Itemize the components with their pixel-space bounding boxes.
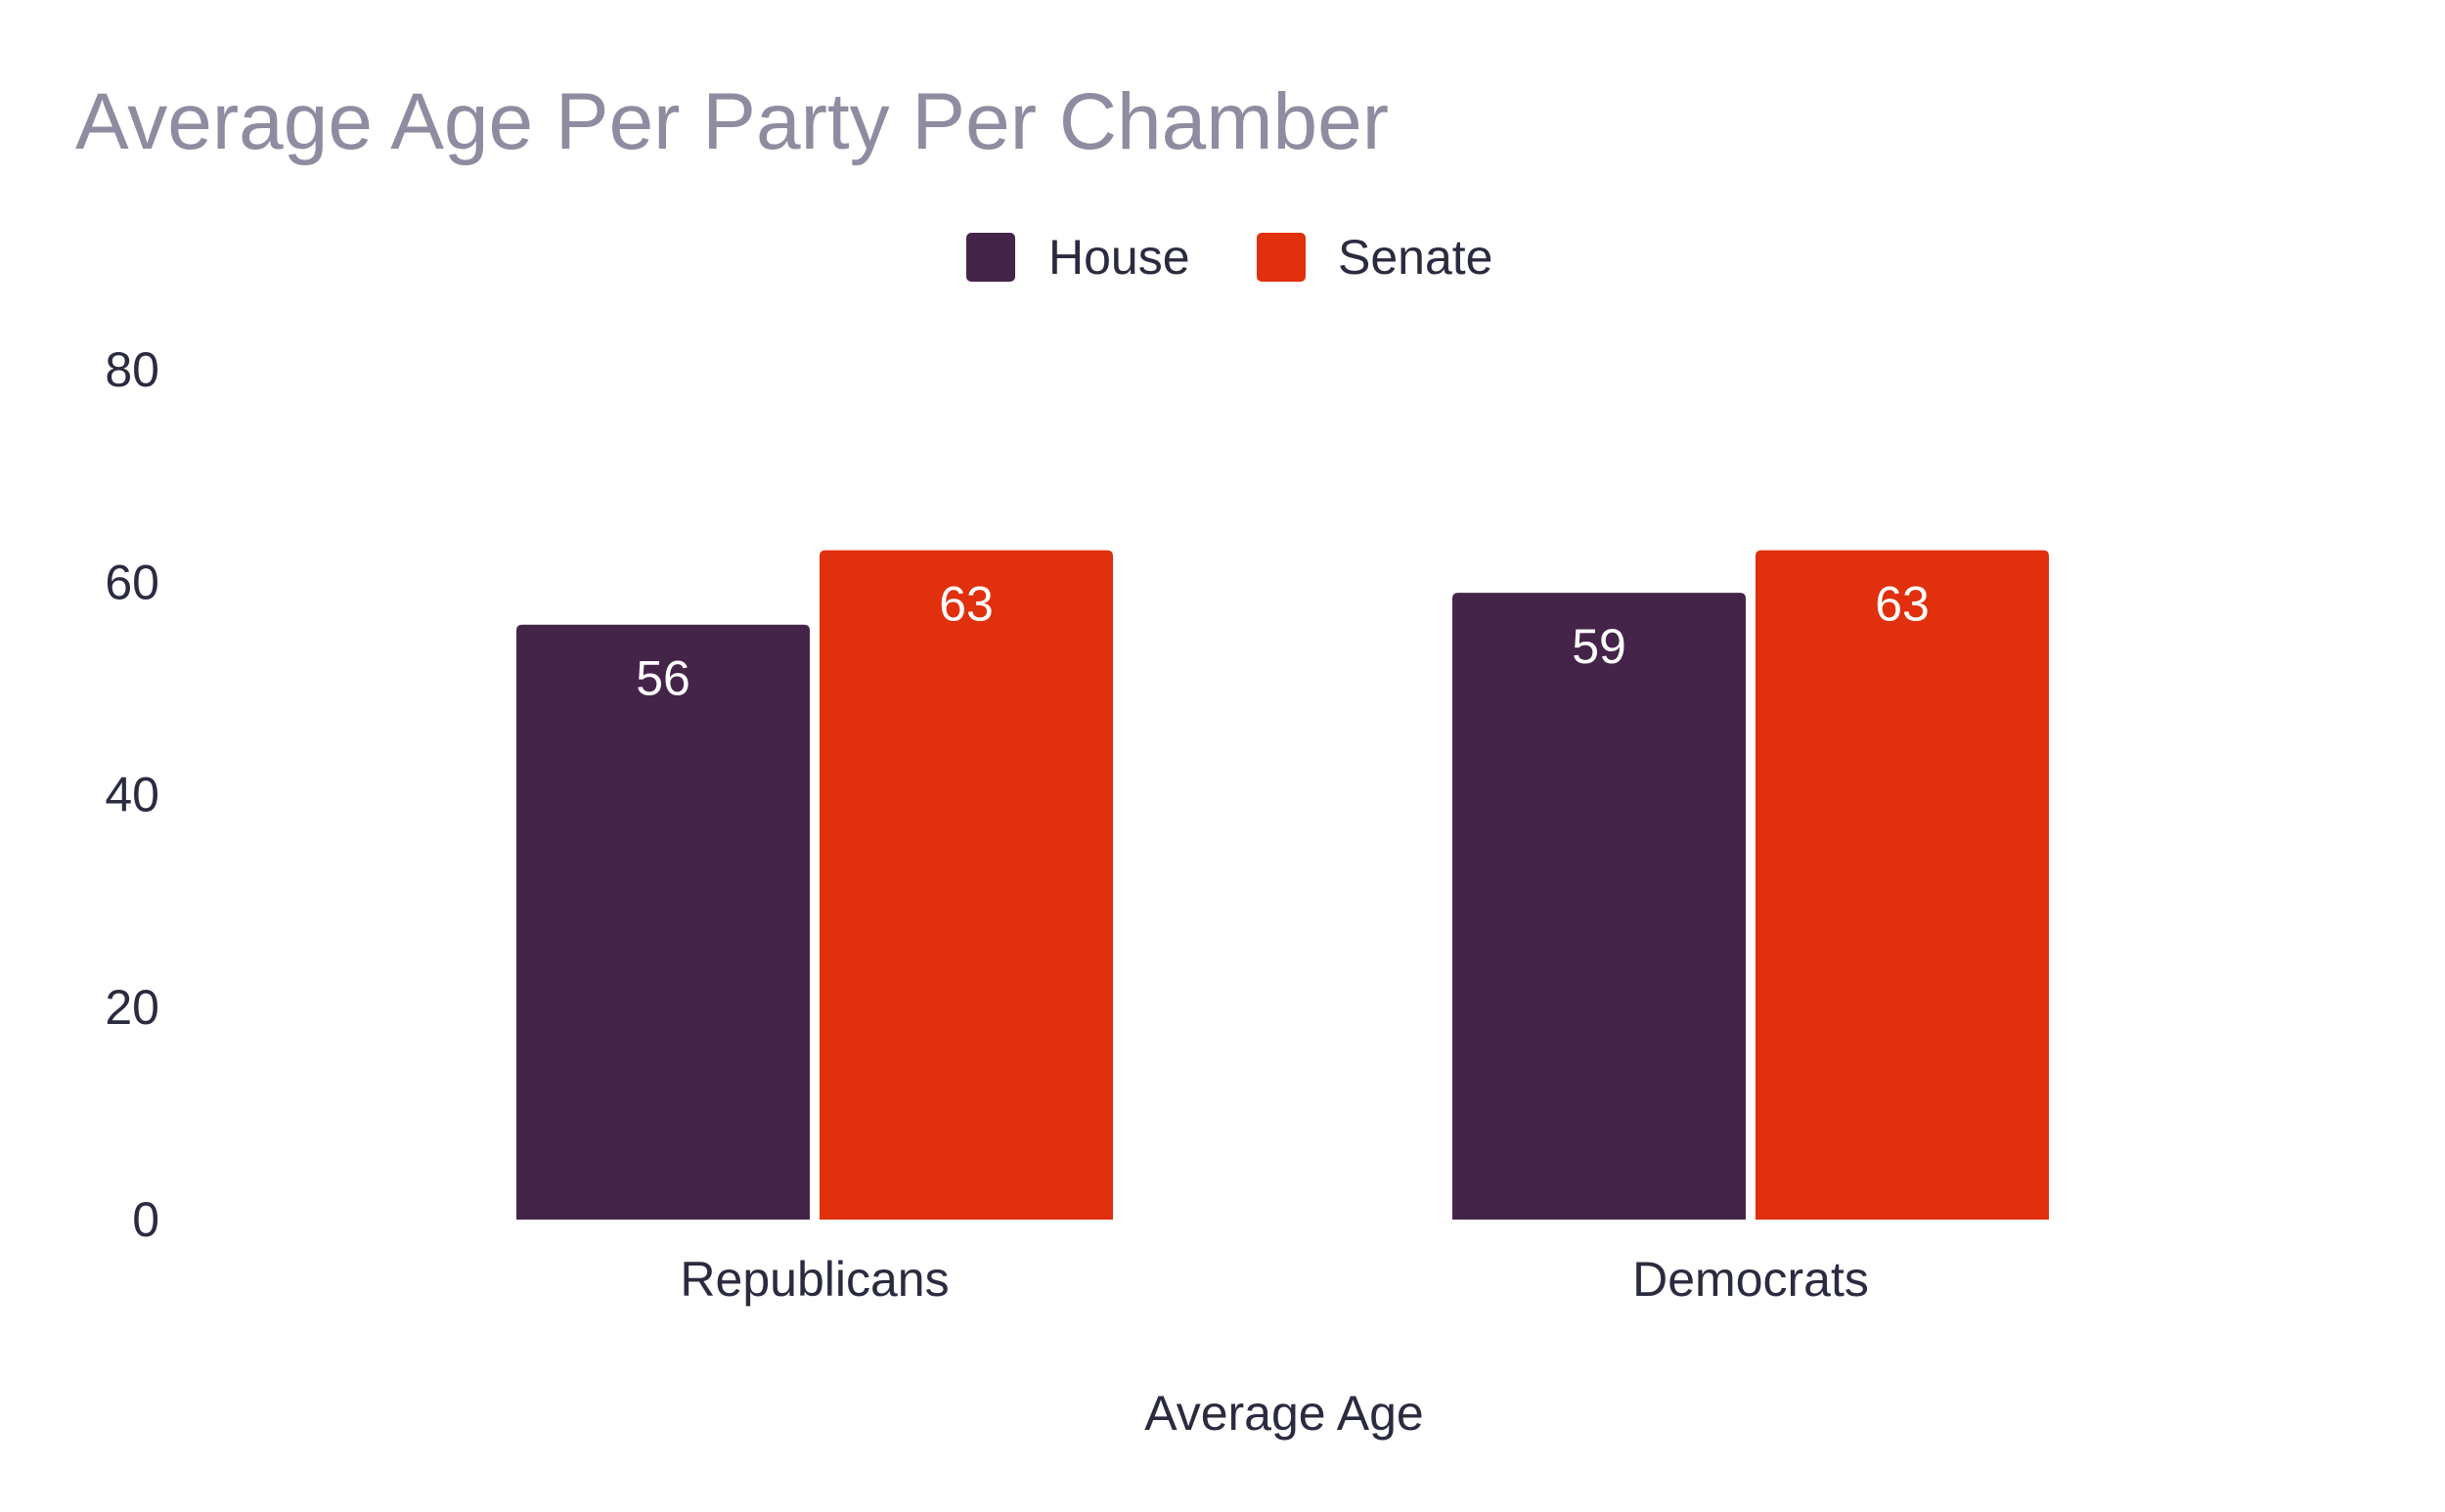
bar-house-democrats — [1452, 593, 1746, 1220]
y-axis: 0 20 40 60 80 — [105, 342, 159, 1247]
bar-data-label: 56 — [636, 651, 690, 706]
y-tick-label: 60 — [105, 555, 159, 609]
y-tick-label: 20 — [105, 980, 159, 1035]
chart-title: Average Age Per Party Per Chamber — [75, 77, 1390, 166]
bar-data-label: 63 — [1875, 577, 1930, 632]
legend-swatch-senate — [1257, 233, 1306, 282]
bar-data-label: 59 — [1572, 619, 1626, 674]
y-tick-label: 40 — [105, 768, 159, 823]
bar-senate-democrats — [1756, 550, 2049, 1220]
bar-data-label: 63 — [939, 577, 994, 632]
bar-house-republicans — [516, 624, 810, 1220]
bar-senate-republicans — [820, 550, 1113, 1220]
legend-label-house: House — [1048, 230, 1190, 285]
y-tick-label: 0 — [132, 1192, 159, 1247]
x-axis-title: Average Age — [1144, 1386, 1423, 1441]
chart-legend: House Senate — [966, 230, 1492, 285]
y-tick-label: 80 — [105, 342, 159, 397]
x-tick-label: Republicans — [680, 1252, 949, 1307]
x-tick-label: Democrats — [1632, 1252, 1869, 1307]
legend-label-senate: Senate — [1338, 230, 1492, 285]
bars-group: 56 63 59 63 — [516, 550, 2049, 1220]
x-axis: Republicans Democrats — [680, 1252, 1868, 1307]
legend-swatch-house — [966, 233, 1015, 282]
